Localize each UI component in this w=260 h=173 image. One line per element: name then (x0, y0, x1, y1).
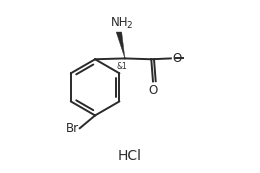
Text: &1: &1 (117, 62, 128, 71)
Text: Br: Br (66, 122, 79, 135)
Text: O: O (172, 52, 181, 65)
Text: NH: NH (111, 16, 128, 29)
Text: O: O (148, 84, 158, 97)
Text: 2: 2 (126, 21, 132, 30)
Polygon shape (116, 32, 125, 58)
Text: HCl: HCl (118, 149, 142, 163)
